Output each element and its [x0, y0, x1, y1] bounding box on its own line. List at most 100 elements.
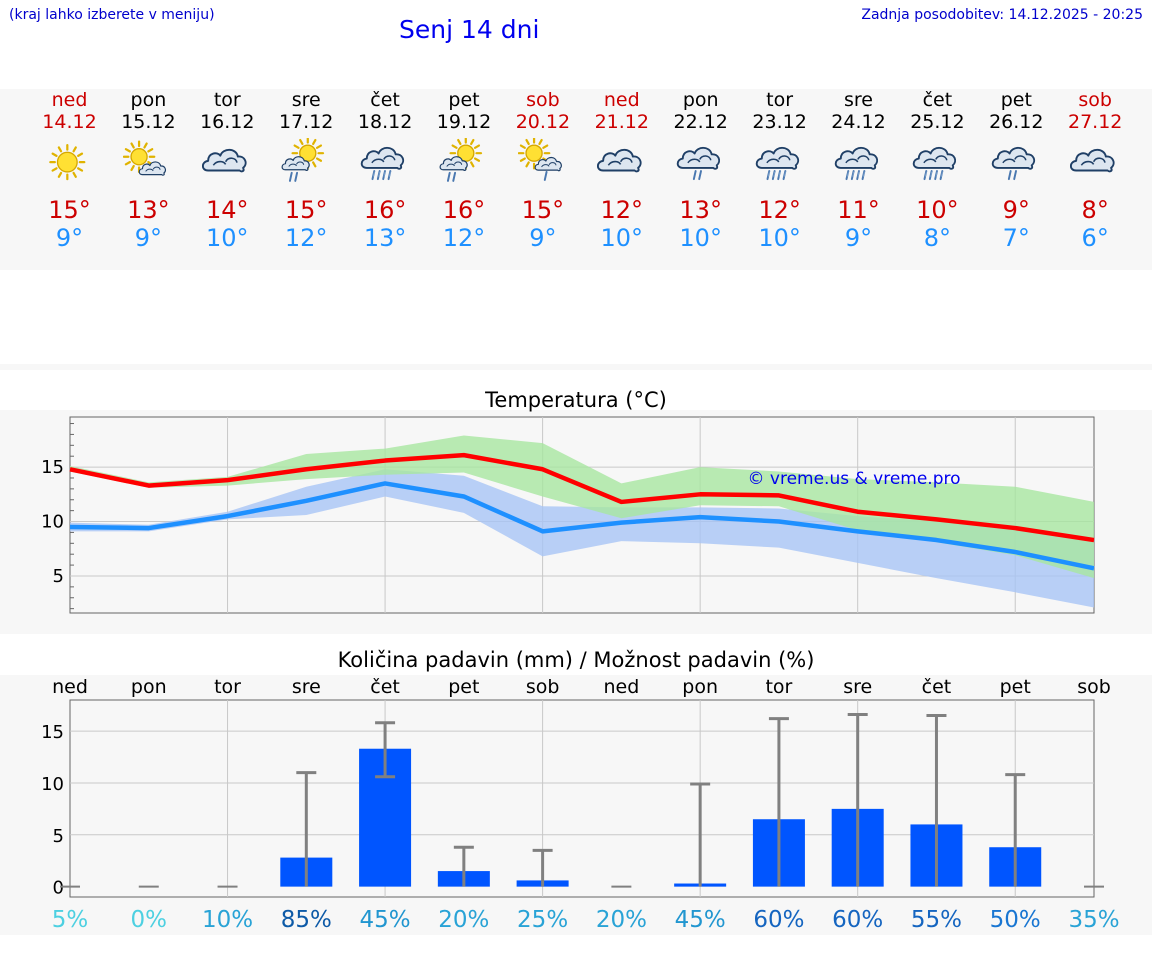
rain-drop-highlight [846, 171, 849, 177]
y-tick-label: 0 [53, 878, 64, 899]
day-date: 22.12 [673, 111, 728, 133]
day-date: 23.12 [752, 111, 807, 133]
day-date: 20.12 [515, 111, 571, 133]
temperature-chart: 5 10 15 © vreme.us & vreme.pro [41, 416, 1095, 614]
sun-icon [48, 144, 85, 181]
x-day-label: čet [922, 676, 952, 698]
x-day-label: sre [843, 676, 872, 698]
sun-ray [312, 161, 317, 168]
cloud-detail [371, 155, 396, 164]
sun-shape [123, 140, 156, 174]
cloud-body [1070, 148, 1115, 173]
day-date: 15.12 [121, 111, 176, 133]
precipitation-chance: 45% [675, 907, 726, 933]
cloud-detail [923, 155, 948, 164]
rain-drop-highlight [772, 171, 775, 177]
rain-shape [692, 170, 702, 181]
precipitation-chance: 10% [202, 907, 253, 933]
min-temperature: 12° [284, 224, 328, 252]
cloud-icon [596, 148, 642, 173]
day-name: pon [130, 89, 167, 111]
precipitation-chart: ned pon tor sre čet pet sob ned pon tor sre čet pet s… [41, 676, 1119, 933]
day-date: 14.12 [42, 111, 97, 133]
precipitation-chance: 55% [911, 907, 962, 933]
cloud-body [834, 146, 878, 170]
max-temperature: 15° [521, 196, 565, 224]
sun-ray [71, 171, 77, 178]
day-column: tor 23.12 12° 10° [740, 89, 819, 252]
day-name: tor [213, 89, 241, 111]
max-temperature: 14° [206, 196, 249, 224]
cloud-detail [607, 157, 633, 166]
cloud-shape [676, 146, 720, 170]
sun-shape [517, 138, 551, 170]
sun-ray [143, 142, 149, 149]
day-date: 17.12 [278, 111, 334, 133]
rain-drop [452, 171, 457, 182]
y-tick-label: 10 [41, 774, 64, 795]
max-temperature: 16° [363, 196, 407, 224]
day-name: sre [291, 89, 321, 111]
day-date: 19.12 [436, 111, 492, 133]
last-updated: Zadnja posodobitev: 14.12.2025 - 20:25 [861, 7, 1143, 23]
min-temperature: 13° [363, 224, 407, 252]
cloud-body [992, 146, 1036, 170]
sun-ray [125, 148, 132, 153]
day-date: 21.12 [594, 111, 649, 133]
x-day-label: tor [765, 676, 792, 698]
cloud-detail [145, 166, 162, 172]
cloud-body [534, 156, 562, 172]
cloud-icon [1070, 148, 1115, 173]
cloud-shape [1070, 148, 1115, 173]
cloud-shape [360, 146, 405, 170]
rain-drop-highlight [383, 171, 386, 177]
day-column: sob 20.12 15° 9° [503, 89, 582, 252]
watermark: © vreme.us & vreme.pro [747, 469, 960, 489]
day-name: čet [922, 89, 953, 111]
min-temperature: 9° [529, 224, 557, 252]
rain-shape [766, 170, 786, 181]
precipitation-chance: 50% [990, 907, 1041, 933]
precipitation-chance: 85% [281, 907, 332, 933]
sun-ray [457, 138, 462, 146]
cloud-body [596, 148, 642, 173]
min-temperature: 9° [134, 224, 163, 252]
sun-ray [130, 164, 136, 172]
day-date: 18.12 [357, 111, 413, 133]
min-temperature: 10° [206, 224, 249, 252]
cloud-heavy-rain-icon [360, 146, 405, 181]
cloud-icon [202, 148, 247, 173]
sun-ray [519, 144, 526, 149]
max-temperature: 12° [758, 196, 801, 224]
cloud-detail [686, 155, 712, 164]
sun-ray [76, 167, 83, 172]
sun-cloud-icon [123, 140, 167, 176]
cloud-shape [439, 156, 468, 171]
day-column: tor 16.12 14° 10° [188, 89, 267, 252]
sun-ray [538, 138, 543, 146]
sun-disc [130, 148, 149, 166]
y-tick-label: 15 [41, 722, 64, 743]
max-temperature: 15° [48, 196, 91, 224]
day-name: sob [526, 89, 560, 111]
max-temperature: 16° [442, 196, 486, 224]
sun-ray [57, 146, 62, 153]
precipitation-chance: 0% [131, 907, 168, 933]
precipitation-chance: 60% [753, 907, 804, 933]
cloud-heavy-rain-icon [834, 146, 878, 181]
sun-cloud-rain-icon [439, 138, 483, 182]
cloud-body [439, 156, 468, 171]
cloud-detail [212, 157, 239, 166]
cloud-shape [534, 156, 562, 172]
x-day-label: sob [526, 676, 560, 698]
day-forecast-row: ned 14.12 15° 9° pon 15.12 13° 9° tor 16.12 14° 10°… [30, 89, 1134, 259]
cloud-shape [755, 146, 799, 170]
cloud-body [139, 161, 167, 176]
min-temperature-line [69, 481, 1095, 571]
sun-ray [76, 152, 83, 157]
sun-ray [519, 157, 526, 162]
sun-ray [316, 144, 323, 149]
rain-drop [446, 171, 451, 182]
day-name: tor [766, 89, 794, 111]
sun-ray [51, 167, 58, 172]
